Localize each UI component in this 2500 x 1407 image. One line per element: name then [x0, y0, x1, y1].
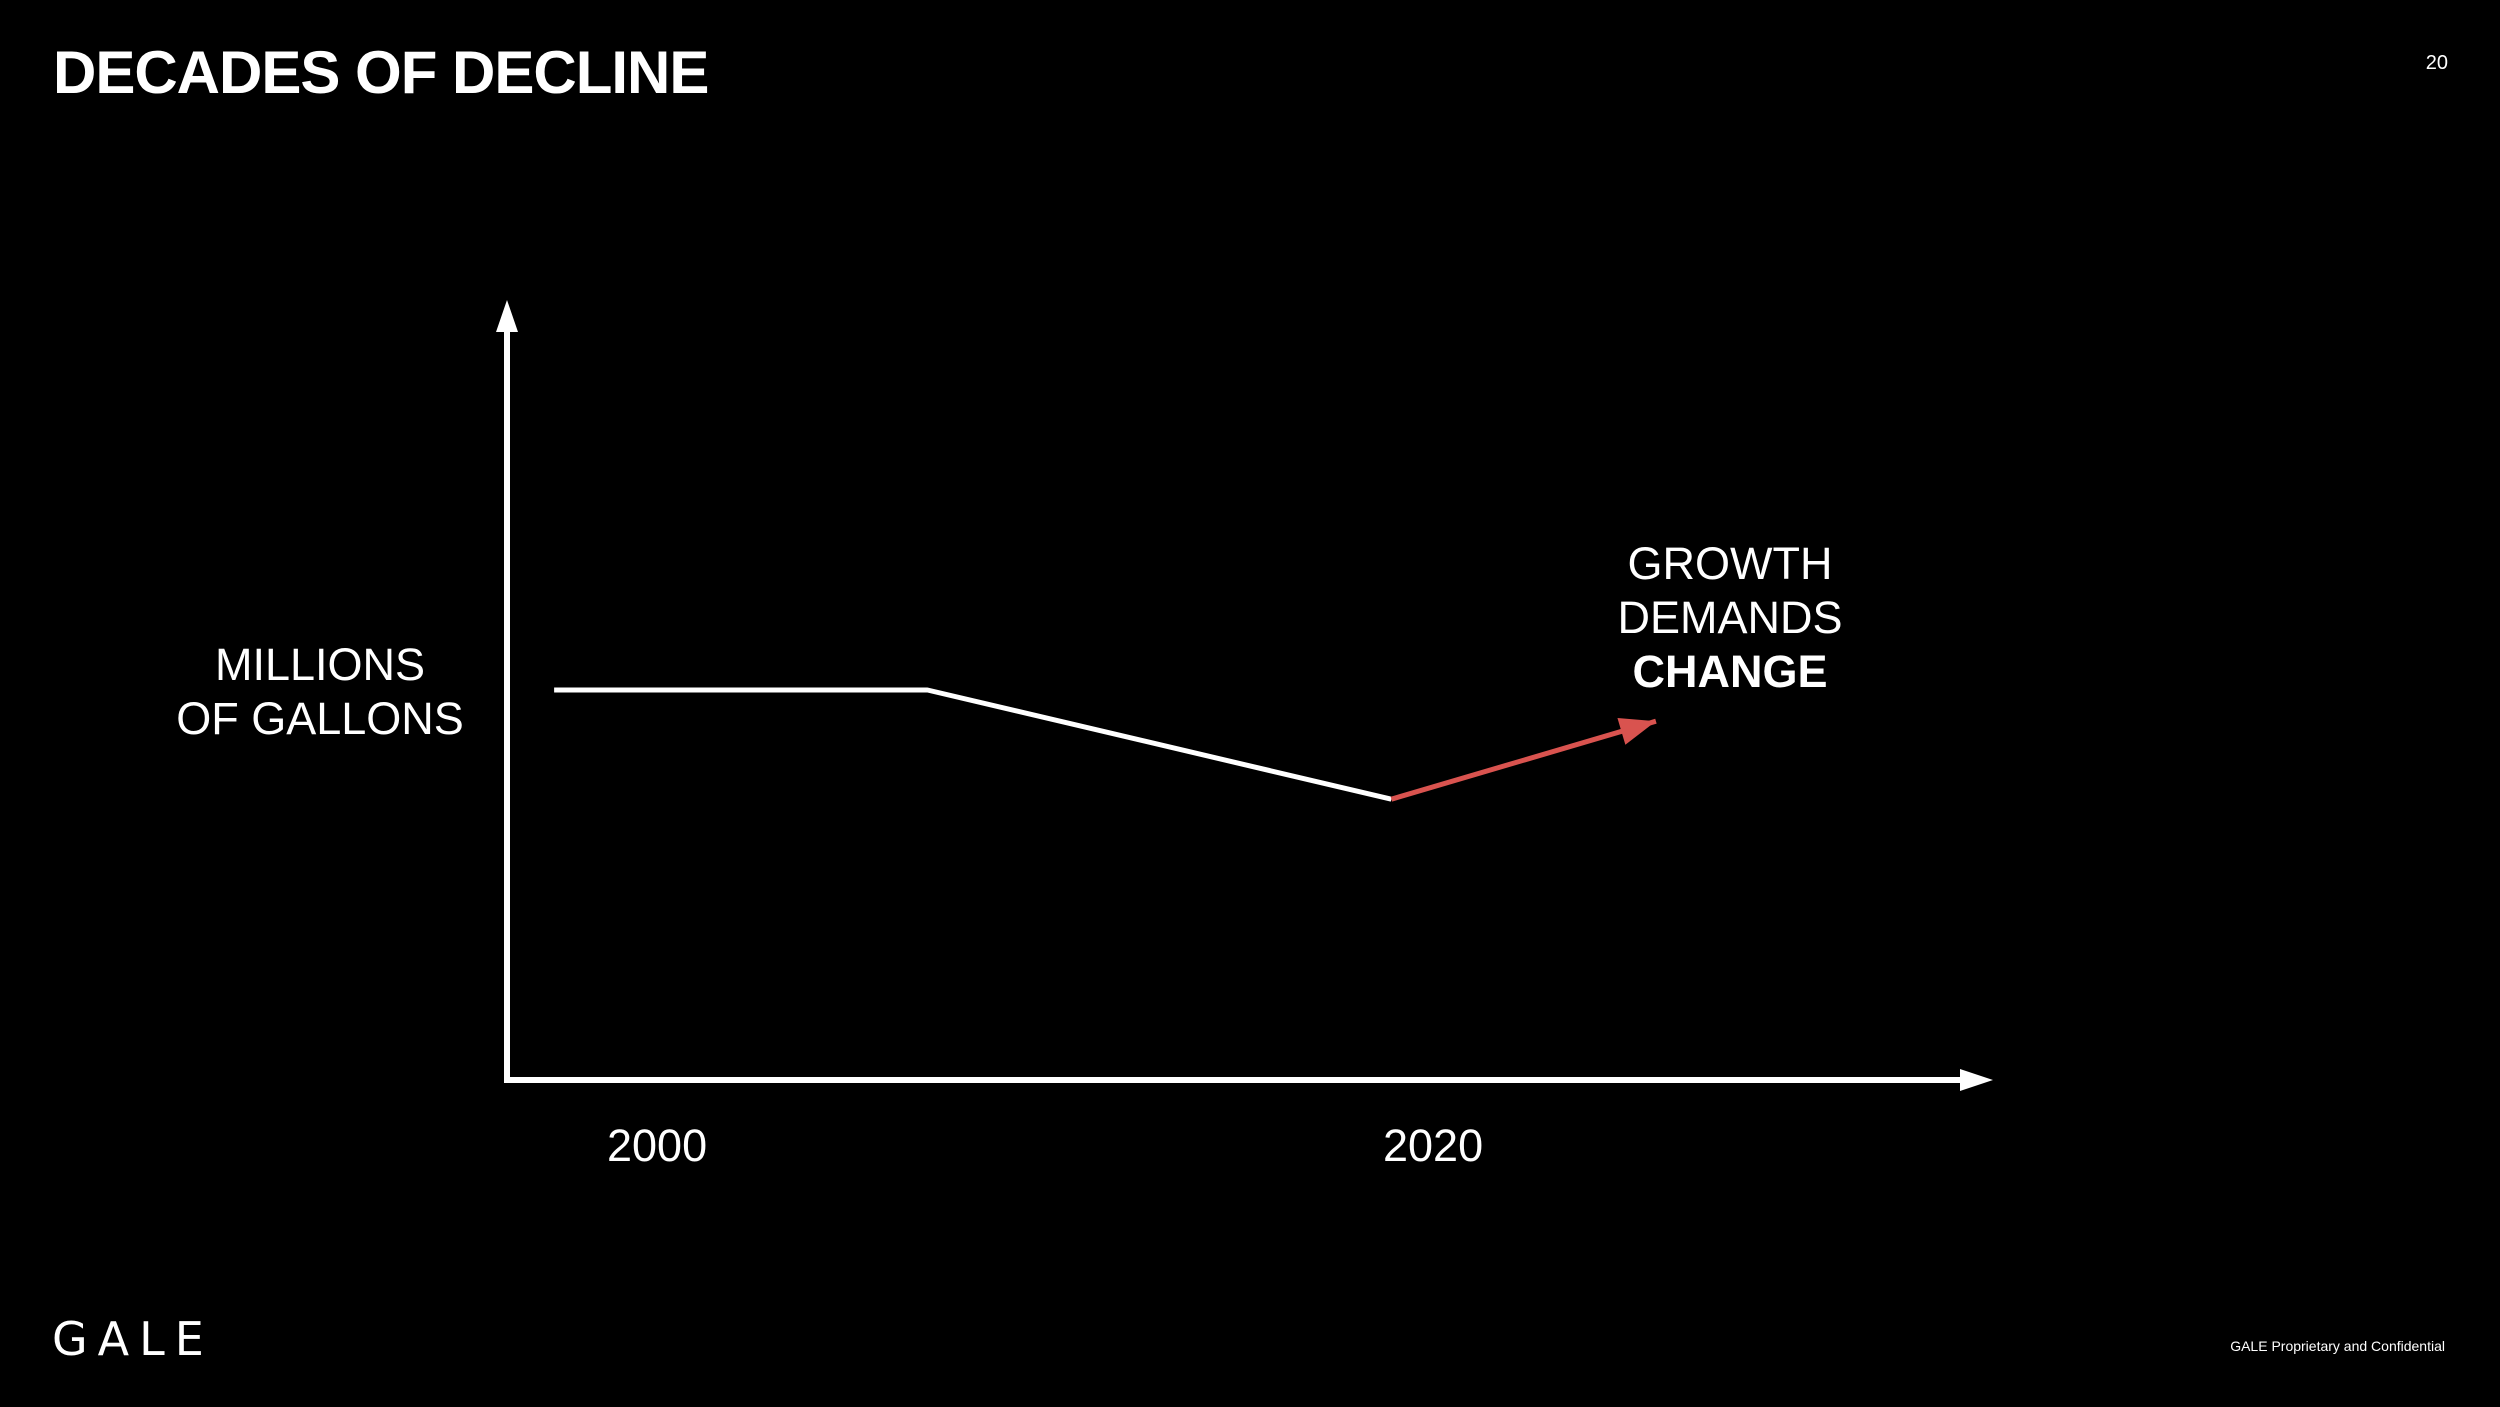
decline-series-line	[554, 687, 1392, 802]
y-axis-label: MILLIONS OF GALLONS	[160, 638, 480, 746]
footer-confidential: GALE Proprietary and Confidential	[2230, 1338, 2445, 1354]
y-axis-label-line-1: MILLIONS	[214, 639, 426, 690]
x-tick-label-2000: 2000	[607, 1120, 708, 1171]
series-layer	[554, 687, 1657, 802]
growth-series-line	[1390, 718, 1657, 802]
slide-title: DECADES OF DECLINE	[53, 39, 709, 106]
growth-annotation: GROWTH DEMANDS CHANGE	[1580, 537, 1880, 699]
page-number: 20	[2425, 52, 2448, 74]
annotation-line-1: GROWTH	[1627, 538, 1833, 589]
logo-text: GALE	[52, 1312, 214, 1366]
y-axis-label-line-2: OF GALLONS	[176, 693, 464, 744]
gale-logo: GALE	[52, 1312, 214, 1366]
growth-arrowhead	[1617, 717, 1656, 745]
x-axis-arrowhead	[1960, 1069, 1993, 1091]
y-axis-arrowhead	[496, 300, 518, 332]
annotation-emphasis: CHANGE	[1632, 646, 1828, 697]
annotation-line-2: DEMANDS	[1617, 592, 1843, 643]
x-tick-label-2020: 2020	[1383, 1120, 1484, 1171]
